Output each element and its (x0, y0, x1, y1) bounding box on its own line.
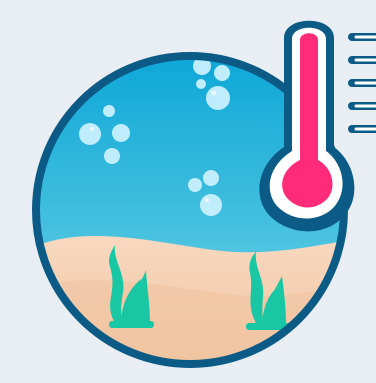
thermometer-icon (259, 20, 376, 232)
seaweed-icon (246, 252, 291, 330)
bubble-icon (79, 57, 230, 216)
seaweed-icon (109, 245, 154, 328)
